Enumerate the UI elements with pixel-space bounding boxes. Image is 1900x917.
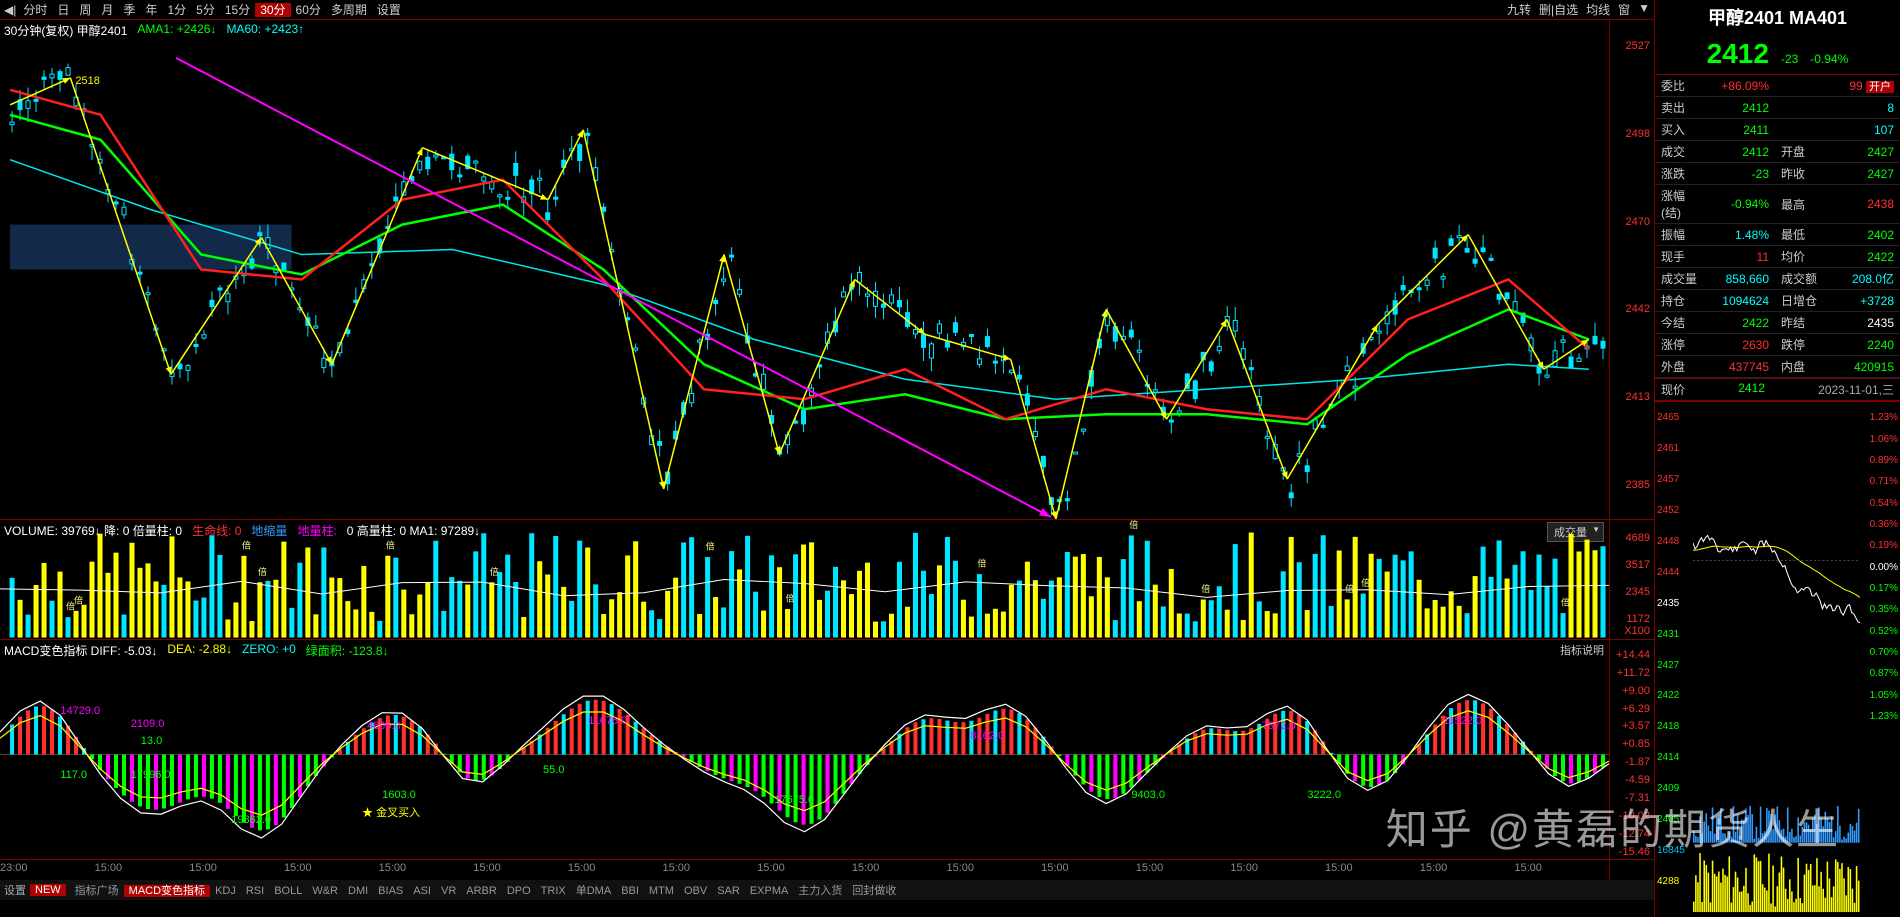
toolbar-item[interactable]: 删|自选 xyxy=(1539,1,1578,18)
indicator-tab[interactable]: EXPMA xyxy=(745,885,794,897)
svg-text:倍: 倍 xyxy=(977,558,986,569)
timeframe-设置[interactable]: 设置 xyxy=(372,3,406,17)
indicator-tab[interactable]: W&R xyxy=(307,885,343,897)
timeframe-5分[interactable]: 5分 xyxy=(191,3,220,17)
indicator-tab[interactable]: ARBR xyxy=(461,885,502,897)
indicator-tab[interactable]: MACD变色指标 xyxy=(124,885,210,897)
volume-header: VOLUME: 39769↓ 降: 0 倍量柱: 0 xyxy=(4,522,182,539)
timeframe-多周期[interactable]: 多周期 xyxy=(326,3,372,17)
mini-price-val: 2412 xyxy=(1738,381,1765,398)
svg-text:倍: 倍 xyxy=(74,594,83,605)
timeframe-60分[interactable]: 60分 xyxy=(291,3,326,17)
indicator-footer: 设置 NEW 指标广场MACD变色指标KDJRSIBOLLW&RDMIBIASA… xyxy=(0,880,1654,900)
svg-text:倍: 倍 xyxy=(1201,583,1210,594)
indicator-tab[interactable]: 回封做收 xyxy=(847,885,901,897)
timeframe-年[interactable]: 年 xyxy=(140,3,162,17)
svg-text:倍: 倍 xyxy=(1129,520,1138,530)
indicator-tab[interactable]: 单DMA xyxy=(571,885,616,897)
indicator-tab[interactable]: MTM xyxy=(644,885,679,897)
indicator-tab[interactable]: BOLL xyxy=(269,885,307,897)
toolbar-item[interactable]: 窗 xyxy=(1618,1,1630,18)
svg-text:倍: 倍 xyxy=(386,539,395,550)
indicator-tab[interactable]: TRIX xyxy=(536,885,571,897)
ma60-indicator: MA60: +2423↑ xyxy=(226,22,304,39)
settings-link[interactable]: 设置 xyxy=(4,882,26,898)
last-price: 2412 xyxy=(1707,38,1769,70)
timeframe-分时[interactable]: 分时 xyxy=(18,3,52,17)
back-icon[interactable]: ◀| xyxy=(4,3,16,17)
timeframe-1分[interactable]: 1分 xyxy=(162,3,191,17)
indicator-tab[interactable]: ASI xyxy=(408,885,436,897)
indicator-tab[interactable]: BBI xyxy=(616,885,644,897)
toolbar-item[interactable]: ▼ xyxy=(1638,1,1650,18)
price-change: -23 xyxy=(1781,52,1798,66)
instrument-title: 甲醇2401 MA401 xyxy=(1655,0,1900,34)
timeframe-月[interactable]: 月 xyxy=(96,3,118,17)
timeframe-周[interactable]: 周 xyxy=(74,3,96,17)
timeframe-15分[interactable]: 15分 xyxy=(220,3,255,17)
macd-chart[interactable]: MACD变色指标 DIFF: -5.03↓ DEA: -2.88↓ ZERO: … xyxy=(0,640,1654,860)
indicator-tab[interactable]: 指标广场 xyxy=(70,885,124,897)
time-axis: 23:0015:0015:0015:0015:0015:0015:0015:00… xyxy=(0,860,1654,880)
indicator-tab[interactable]: 主力入货 xyxy=(793,885,847,897)
quote-panel: 甲醇2401 MA401 2412 -23 -0.94% 委比+86.09%99… xyxy=(1655,0,1900,917)
indicator-tab[interactable]: KDJ xyxy=(210,885,241,897)
timeframe-30分[interactable]: 30分 xyxy=(255,3,290,17)
indicator-tab[interactable]: DPO xyxy=(502,885,536,897)
ama-indicator: AMA1: +2426↓ xyxy=(137,22,216,39)
quote-table: 委比+86.09%99 开户卖出24128买入2411107成交2412开盘24… xyxy=(1655,75,1900,378)
indicator-tab[interactable]: BIAS xyxy=(373,885,408,897)
timeframe-日[interactable]: 日 xyxy=(52,3,74,17)
mini-date: 2023-11-01,三 xyxy=(1818,381,1894,398)
indicator-tab[interactable]: VR xyxy=(436,885,461,897)
indicator-tab[interactable]: OBV xyxy=(679,885,712,897)
timeframe-季[interactable]: 季 xyxy=(118,3,140,17)
svg-text:倍: 倍 xyxy=(706,541,715,552)
toolbar-item[interactable]: 九转 xyxy=(1507,1,1531,18)
indicator-tab[interactable]: RSI xyxy=(241,885,269,897)
chart-title: 30分钟(复权) 甲醇2401 xyxy=(4,22,127,39)
volume-chart[interactable]: VOLUME: 39769↓ 降: 0 倍量柱: 0 生命线: 0 地缩量 地量… xyxy=(0,520,1654,640)
toolbar-item[interactable]: 均线 xyxy=(1586,1,1610,18)
indicator-tab[interactable]: DMI xyxy=(343,885,373,897)
svg-text:倍: 倍 xyxy=(242,539,251,550)
svg-text:倍: 倍 xyxy=(258,566,267,577)
price-chart[interactable]: 30分钟(复权) 甲醇2401 AMA1: +2426↓ MA60: +2423… xyxy=(0,20,1654,520)
price-change-pct: -0.94% xyxy=(1810,52,1848,66)
indicator-tab[interactable]: SAR xyxy=(712,885,745,897)
new-badge: NEW xyxy=(30,884,66,896)
timeframe-toolbar: ◀| 分时日周月季年1分5分15分30分60分多周期设置 九转删|自选均线窗 ▼ xyxy=(0,0,1654,20)
intraday-minichart[interactable]: 2465246124572452244824442435243124272422… xyxy=(1655,401,1900,917)
mini-price-label: 现价 xyxy=(1661,381,1685,398)
